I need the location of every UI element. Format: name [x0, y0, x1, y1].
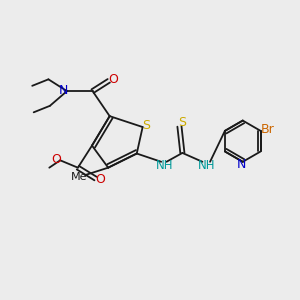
Text: N: N [58, 84, 68, 97]
Text: S: S [142, 119, 150, 132]
Text: NH: NH [156, 159, 174, 172]
Text: O: O [51, 153, 61, 166]
Text: O: O [108, 74, 118, 86]
Text: O: O [95, 173, 105, 186]
Text: N: N [237, 158, 246, 171]
Text: Me: Me [71, 172, 88, 182]
Text: NH: NH [197, 159, 215, 172]
Text: S: S [178, 116, 186, 129]
Text: Br: Br [261, 124, 275, 136]
